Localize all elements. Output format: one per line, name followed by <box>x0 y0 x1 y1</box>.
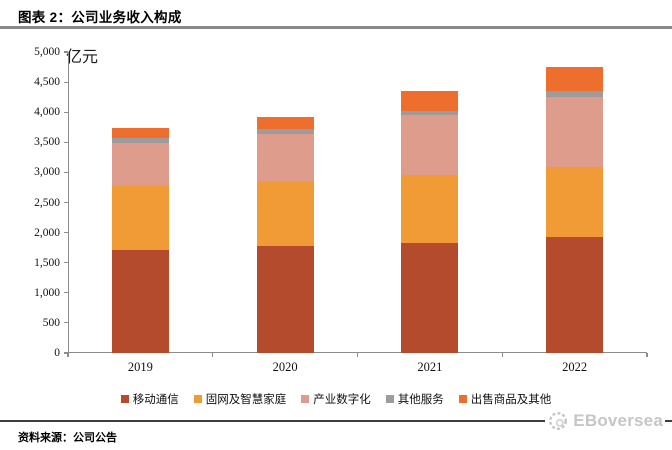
legend-item: 其他服务 <box>385 391 444 407</box>
y-tick-label: 1,000 <box>34 286 60 299</box>
y-tick-mark <box>64 201 68 204</box>
legend-swatch <box>385 395 394 403</box>
y-tick-mark <box>64 51 68 53</box>
bar-segment <box>401 243 459 353</box>
y-tick-label: 2,000 <box>34 226 60 239</box>
plot-area <box>68 52 647 353</box>
legend-item: 移动通信 <box>120 391 179 407</box>
eboversea-logo-icon <box>549 412 568 430</box>
legend-swatch <box>458 395 467 403</box>
footer-divider <box>0 420 672 422</box>
y-tick-label: 3,500 <box>34 136 60 149</box>
bar-segment <box>111 128 169 138</box>
y-tick-mark <box>64 262 68 264</box>
bar-segment <box>546 97 604 167</box>
eboversea-logo: EBoversea <box>545 408 665 434</box>
bar-segment <box>256 116 314 130</box>
y-tick-mark <box>64 232 68 234</box>
bar-segment <box>256 129 314 134</box>
y-tick-label: 5,000 <box>34 46 60 58</box>
bar-segment <box>546 91 604 98</box>
title-divider <box>0 26 672 29</box>
x-tick-mark <box>212 353 214 357</box>
legend-item: 出售商品及其他 <box>458 391 552 407</box>
bar-segment <box>111 142 169 187</box>
source-note: 资料来源：公司公告 <box>18 432 117 444</box>
eboversea-logo-text: EBoversea <box>573 411 663 430</box>
legend-label: 产业数字化 <box>313 394 371 406</box>
bar-segment <box>111 137 169 143</box>
y-tick-mark <box>64 352 68 354</box>
bar-segment <box>256 181 314 247</box>
legend-label: 出售商品及其他 <box>470 394 552 406</box>
x-category-label: 2022 <box>562 360 588 374</box>
y-tick-mark <box>64 292 68 294</box>
legend-item: 固网及智慧家庭 <box>193 391 287 407</box>
bar-segment <box>256 246 314 353</box>
y-tick-label: 0 <box>54 347 60 359</box>
y-axis-unit-label: 亿元 <box>66 49 99 66</box>
chart-legend: 移动通信 固网及智慧家庭 产业数字化 其他服务 出售商品及其他 <box>0 391 672 407</box>
bar-segment <box>111 186 169 251</box>
x-category-label: 2020 <box>272 360 298 374</box>
bar-segment <box>401 110 459 116</box>
legend-label: 其他服务 <box>397 394 444 406</box>
x-tick-mark <box>356 353 359 357</box>
bar-segment <box>546 237 604 353</box>
y-tick-label: 3,000 <box>34 166 60 179</box>
y-tick-label: 1,500 <box>34 256 60 269</box>
bar-segment <box>401 91 459 111</box>
figure-title: 图表 2：公司业务收入构成 <box>18 10 182 25</box>
legend-swatch <box>120 395 129 403</box>
legend-swatch <box>301 395 310 403</box>
y-tick-label: 2,500 <box>34 196 60 209</box>
y-tick-mark <box>64 141 68 143</box>
legend-label: 固网及智慧家庭 <box>205 394 287 406</box>
legend-item: 产业数字化 <box>301 391 371 407</box>
bar-segment <box>401 115 459 176</box>
y-tick-mark <box>64 111 68 113</box>
bar-segment <box>256 133 314 182</box>
legend-swatch <box>193 395 202 403</box>
bar-segment <box>546 166 604 238</box>
legend-label: 移动通信 <box>132 394 179 406</box>
y-tick-label: 500 <box>42 316 60 329</box>
y-tick-label: 4,000 <box>34 106 60 119</box>
y-tick-mark <box>64 171 68 173</box>
bar-segment <box>401 175 459 244</box>
x-tick-mark <box>501 353 503 357</box>
y-tick-mark <box>64 322 68 324</box>
y-tick-mark <box>64 81 68 83</box>
y-tick-label: 4,500 <box>34 76 60 89</box>
x-category-label: 2019 <box>127 360 153 374</box>
bar-segment <box>111 250 169 353</box>
x-tick-mark <box>67 353 69 357</box>
x-category-label: 2021 <box>417 360 443 374</box>
x-tick-mark <box>646 353 648 357</box>
bar-segment <box>546 67 604 92</box>
